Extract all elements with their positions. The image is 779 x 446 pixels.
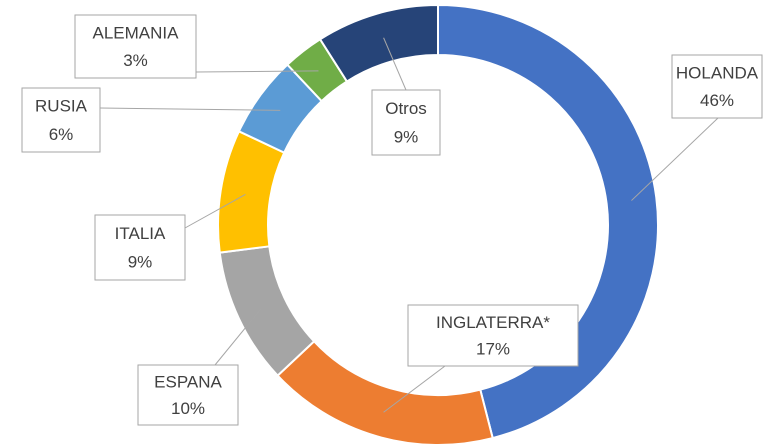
value-label: 9% <box>128 253 153 272</box>
leader-line <box>195 70 319 73</box>
leader-line <box>383 37 407 91</box>
category-label: HOLANDA <box>676 63 759 82</box>
label-box <box>74 14 197 79</box>
leader-line <box>383 365 446 413</box>
category-label: ESPANA <box>154 372 222 391</box>
leader-line <box>214 307 262 366</box>
value-label: 46% <box>700 91 734 110</box>
category-label: INGLATERRA* <box>436 313 550 332</box>
leader-line <box>631 117 719 201</box>
label-box <box>21 87 101 153</box>
value-label: 17% <box>476 340 510 359</box>
label-box <box>137 364 239 426</box>
leader-line <box>184 194 246 229</box>
value-label: 3% <box>123 51 148 70</box>
donut-slice <box>437 3 659 440</box>
value-label: 6% <box>49 125 74 144</box>
donut-slice <box>217 129 286 254</box>
category-label: RUSIA <box>35 97 88 116</box>
donut-slice <box>318 3 439 83</box>
category-label: ALEMANIA <box>93 23 180 42</box>
label-box <box>671 54 763 119</box>
value-label: 9% <box>394 128 419 147</box>
category-label: Otros <box>385 99 427 118</box>
label-box <box>407 304 579 367</box>
value-label: 10% <box>171 399 205 418</box>
leader-line <box>99 107 281 111</box>
label-box <box>94 214 186 281</box>
category-label: ITALIA <box>115 224 166 243</box>
label-box <box>371 89 441 156</box>
